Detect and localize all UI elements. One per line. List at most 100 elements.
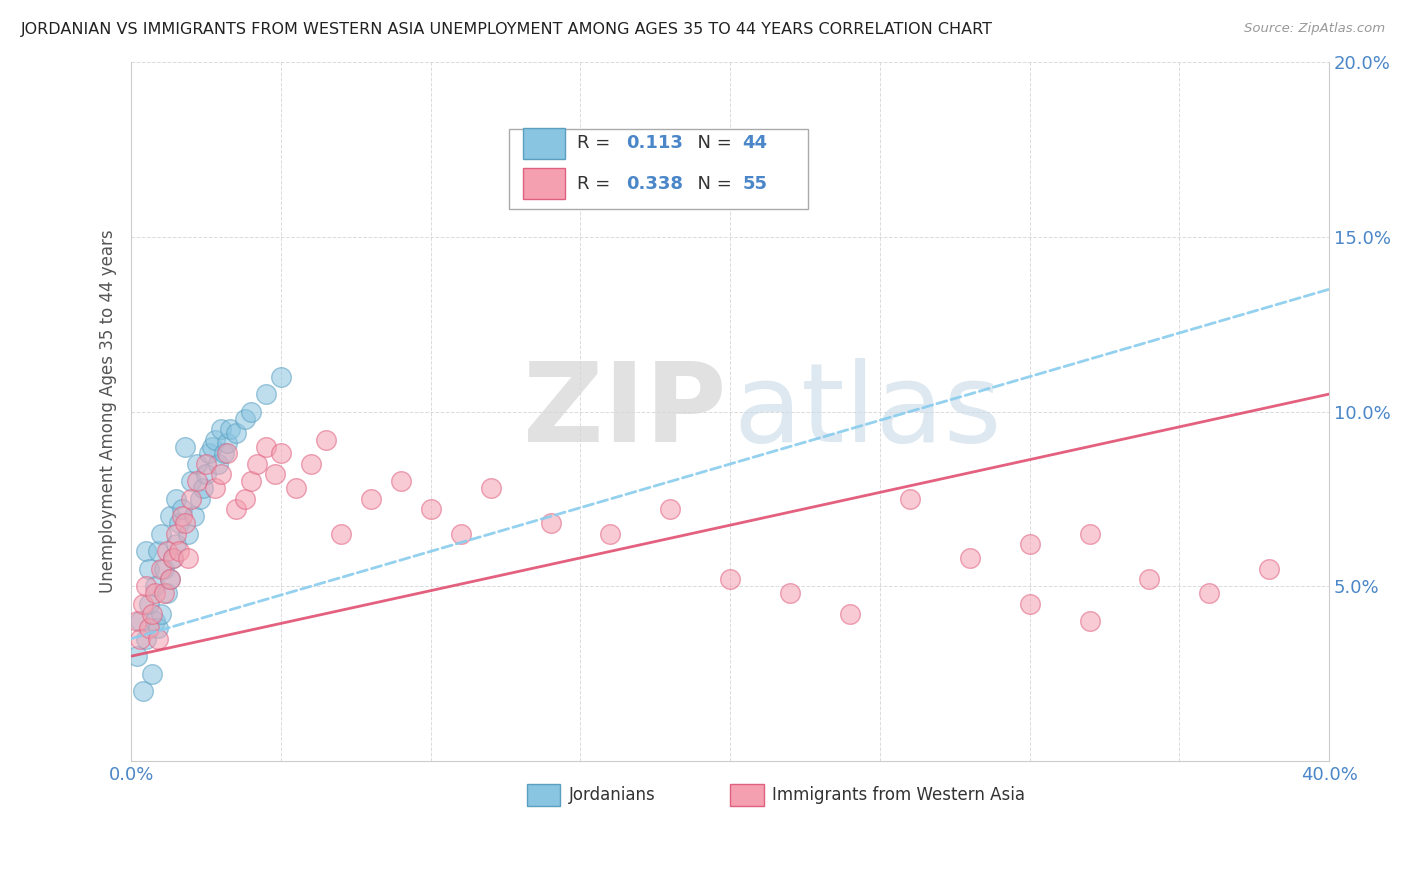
Point	[240, 475, 263, 489]
Point	[599, 527, 621, 541]
Text: Jordanians: Jordanians	[568, 786, 655, 805]
Point	[225, 425, 247, 440]
Point	[138, 621, 160, 635]
Y-axis label: Unemployment Among Ages 35 to 44 years: Unemployment Among Ages 35 to 44 years	[100, 230, 117, 593]
Point	[1258, 562, 1281, 576]
Text: ZIP: ZIP	[523, 358, 727, 465]
Point	[132, 597, 155, 611]
FancyBboxPatch shape	[509, 128, 808, 209]
Point	[165, 537, 187, 551]
Point	[450, 527, 472, 541]
Point	[360, 491, 382, 506]
Point	[150, 527, 173, 541]
Point	[183, 509, 205, 524]
FancyBboxPatch shape	[523, 128, 565, 159]
Point	[195, 457, 218, 471]
Point	[779, 586, 801, 600]
Point	[135, 632, 157, 646]
Point	[198, 446, 221, 460]
Point	[159, 509, 181, 524]
Point	[141, 607, 163, 622]
Point	[284, 482, 307, 496]
FancyBboxPatch shape	[527, 784, 560, 806]
Point	[839, 607, 862, 622]
Text: Source: ZipAtlas.com: Source: ZipAtlas.com	[1244, 22, 1385, 36]
Point	[127, 649, 149, 664]
Point	[207, 457, 229, 471]
Point	[659, 502, 682, 516]
Point	[270, 369, 292, 384]
Point	[165, 491, 187, 506]
Point	[172, 509, 194, 524]
Point	[419, 502, 441, 516]
Point	[240, 404, 263, 418]
Point	[270, 446, 292, 460]
Point	[225, 502, 247, 516]
Text: JORDANIAN VS IMMIGRANTS FROM WESTERN ASIA UNEMPLOYMENT AMONG AGES 35 TO 44 YEARS: JORDANIAN VS IMMIGRANTS FROM WESTERN ASI…	[21, 22, 993, 37]
Point	[143, 579, 166, 593]
Point	[156, 586, 179, 600]
Point	[233, 411, 256, 425]
Point	[174, 440, 197, 454]
Point	[159, 572, 181, 586]
Point	[389, 475, 412, 489]
Point	[153, 586, 176, 600]
Text: N =: N =	[686, 175, 737, 193]
Point	[254, 440, 277, 454]
Text: N =: N =	[686, 135, 737, 153]
Point	[959, 551, 981, 566]
Point	[186, 475, 208, 489]
Point	[1078, 614, 1101, 628]
Text: atlas: atlas	[734, 358, 1002, 465]
Point	[246, 457, 269, 471]
Point	[209, 422, 232, 436]
Text: R =: R =	[576, 135, 616, 153]
Point	[264, 467, 287, 482]
Point	[177, 551, 200, 566]
Point	[129, 632, 152, 646]
Point	[1078, 527, 1101, 541]
Point	[167, 544, 190, 558]
Point	[898, 491, 921, 506]
Point	[167, 516, 190, 531]
Point	[150, 562, 173, 576]
Point	[1018, 597, 1040, 611]
FancyBboxPatch shape	[523, 168, 565, 199]
Point	[180, 475, 202, 489]
Point	[177, 527, 200, 541]
Point	[217, 436, 239, 450]
Point	[180, 491, 202, 506]
Point	[233, 491, 256, 506]
FancyBboxPatch shape	[730, 784, 763, 806]
Point	[540, 516, 562, 531]
Point	[129, 614, 152, 628]
Text: 0.113: 0.113	[626, 135, 683, 153]
Point	[209, 467, 232, 482]
Point	[162, 551, 184, 566]
Point	[159, 572, 181, 586]
Point	[254, 387, 277, 401]
Point	[150, 607, 173, 622]
Point	[217, 446, 239, 460]
Point	[186, 457, 208, 471]
Point	[204, 482, 226, 496]
Point	[191, 482, 214, 496]
Point	[135, 579, 157, 593]
Point	[138, 562, 160, 576]
Text: 44: 44	[742, 135, 768, 153]
Point	[143, 586, 166, 600]
Point	[479, 482, 502, 496]
Point	[299, 457, 322, 471]
Point	[219, 422, 242, 436]
Point	[141, 666, 163, 681]
Point	[153, 562, 176, 576]
Text: R =: R =	[576, 175, 616, 193]
Point	[165, 527, 187, 541]
Point	[148, 544, 170, 558]
Point	[135, 544, 157, 558]
Point	[143, 614, 166, 628]
Point	[195, 467, 218, 482]
Text: Immigrants from Western Asia: Immigrants from Western Asia	[772, 786, 1025, 805]
Point	[138, 597, 160, 611]
Point	[172, 502, 194, 516]
